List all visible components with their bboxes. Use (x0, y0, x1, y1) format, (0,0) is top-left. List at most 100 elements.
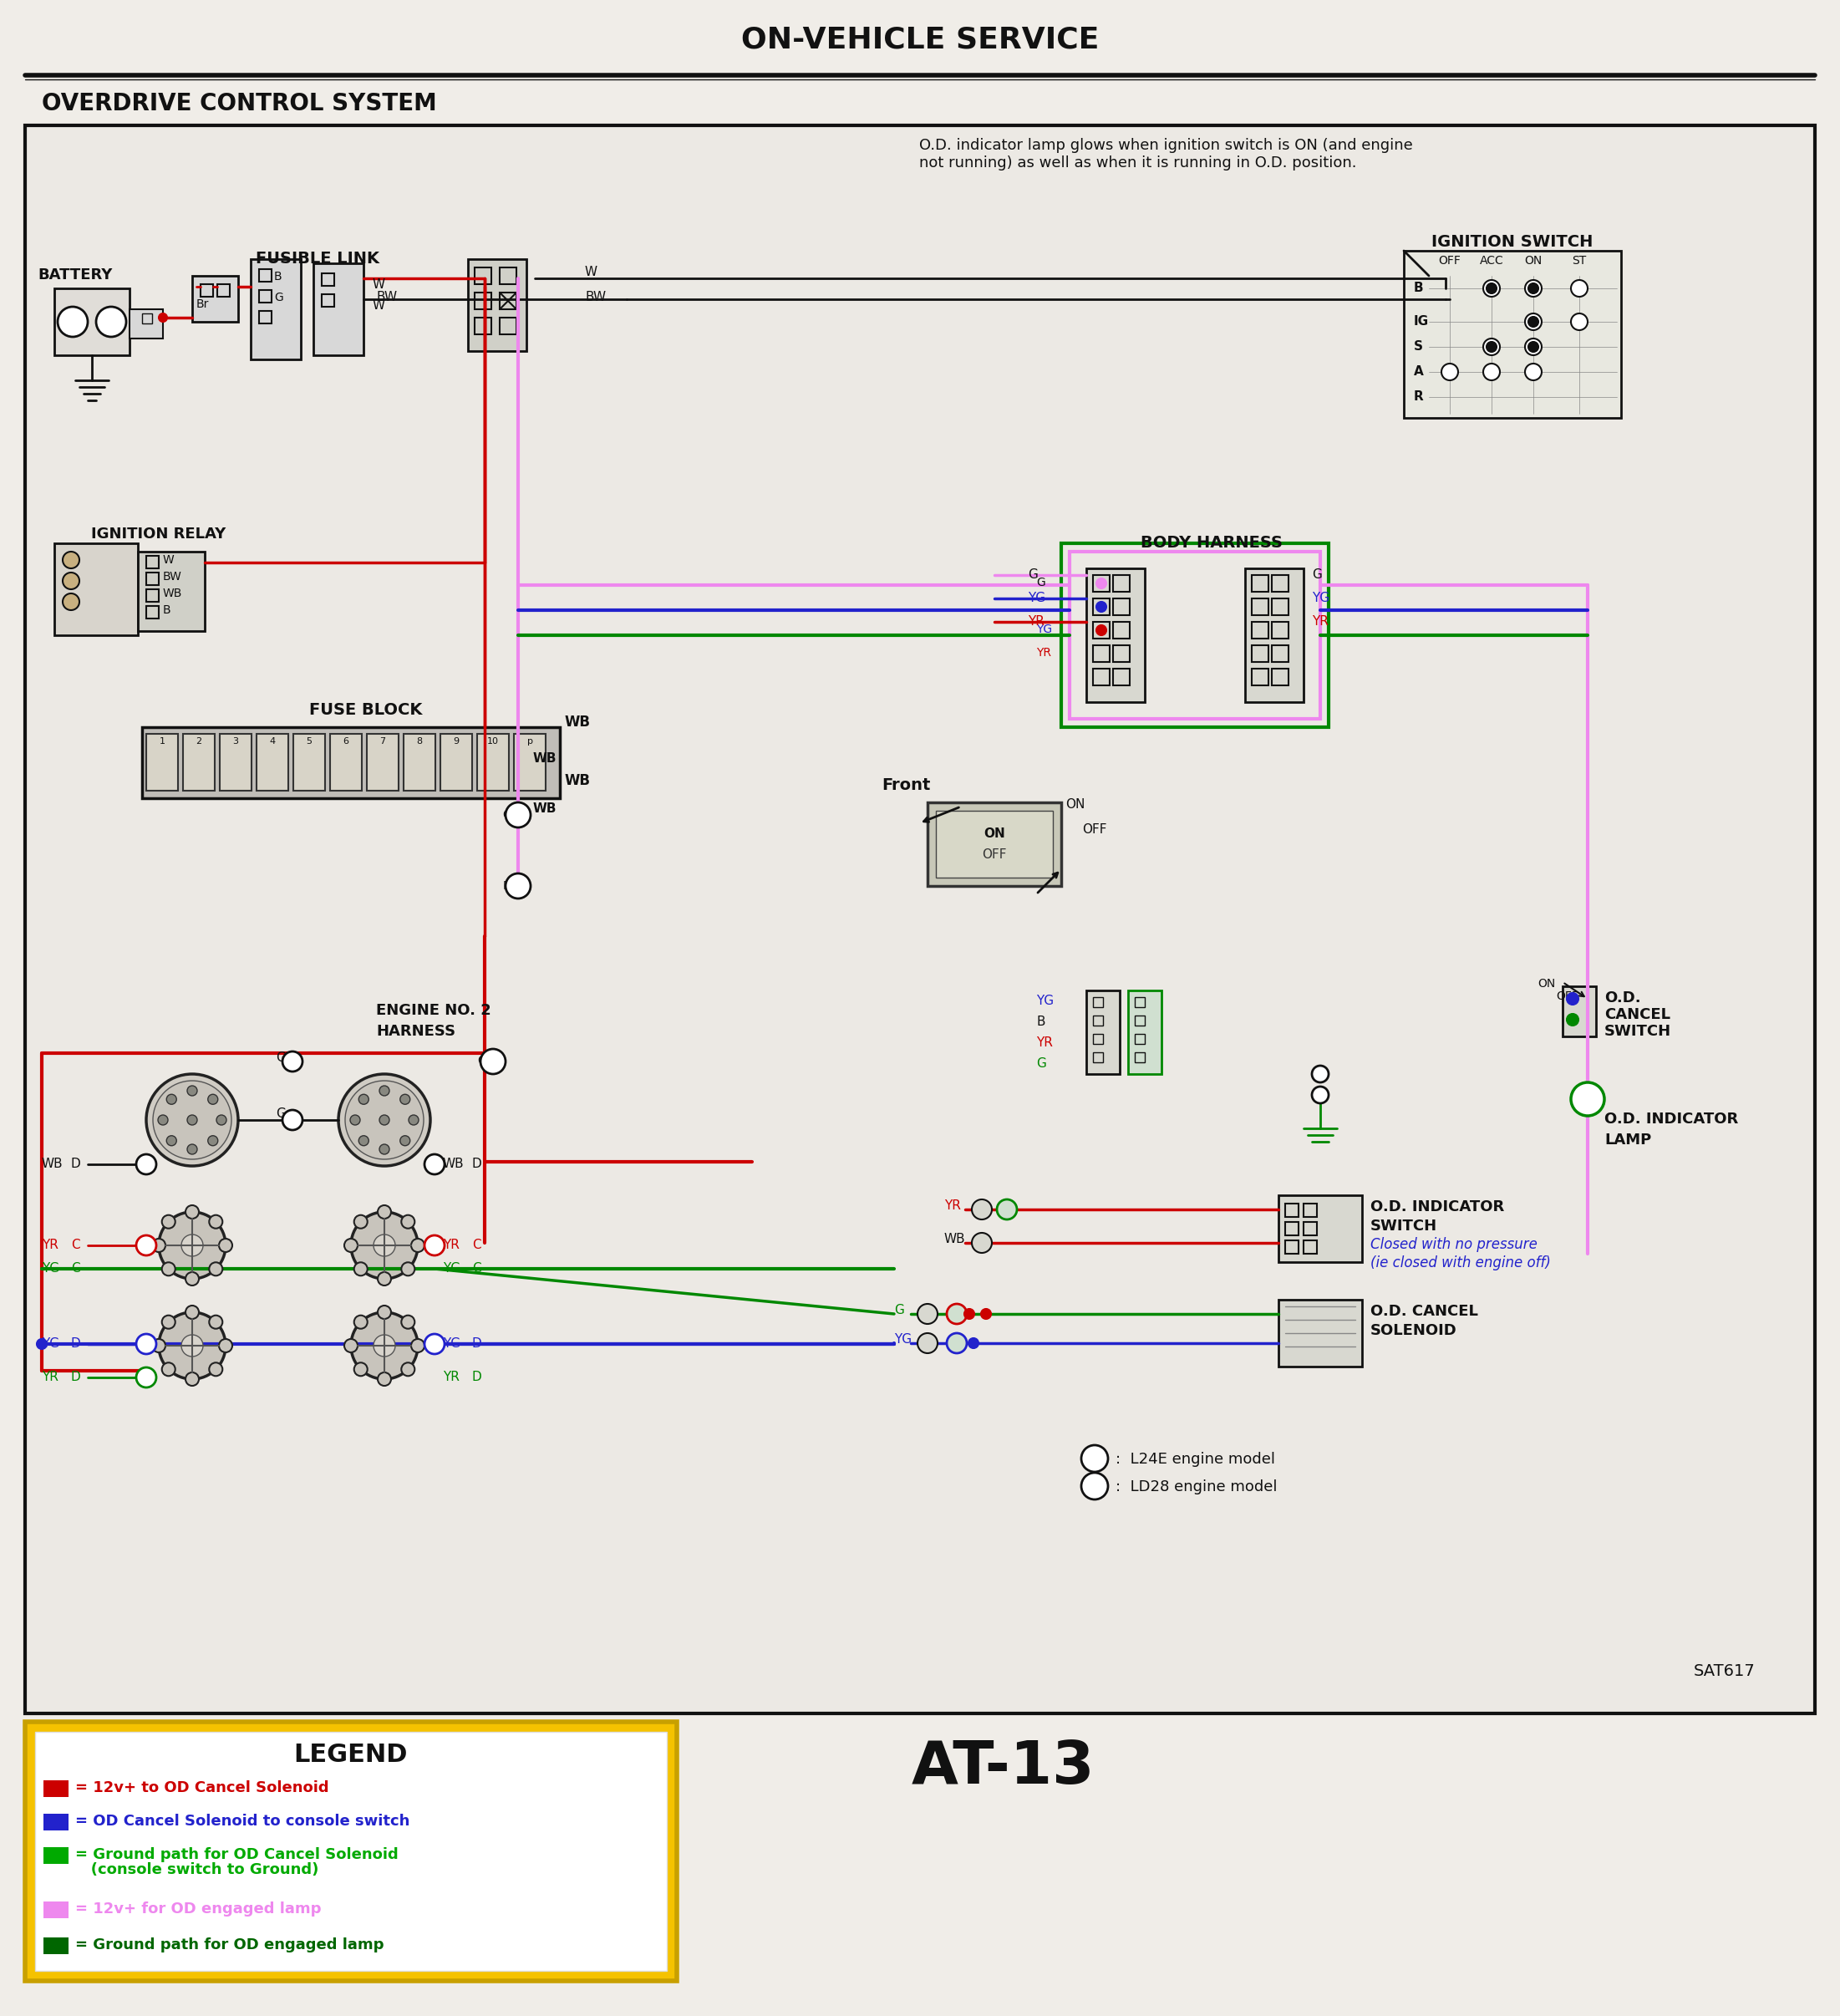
Bar (1251, 669, 1268, 685)
Text: O.D.: O.D. (1604, 990, 1641, 1006)
Text: YG: YG (42, 1262, 59, 1274)
Circle shape (1571, 312, 1588, 331)
Circle shape (96, 306, 127, 337)
Bar (138, 552, 204, 631)
Circle shape (1525, 363, 1542, 381)
Text: ON: ON (984, 827, 1005, 841)
Text: BODY HARNESS: BODY HARNESS (1141, 534, 1282, 550)
Circle shape (408, 1115, 420, 1125)
Bar (145, 556, 158, 569)
Circle shape (63, 593, 79, 611)
Bar (475, 292, 491, 308)
Circle shape (353, 1216, 368, 1228)
Circle shape (401, 1363, 414, 1377)
Text: YR: YR (1312, 615, 1328, 627)
Text: YR: YR (443, 1238, 460, 1252)
Circle shape (399, 1095, 410, 1105)
Text: :  LD28 engine model: : LD28 engine model (1115, 1480, 1277, 1494)
Circle shape (166, 1135, 177, 1145)
Circle shape (377, 1272, 392, 1286)
Text: p: p (526, 738, 534, 746)
Circle shape (210, 1216, 223, 1228)
Text: FUSIBLE LINK: FUSIBLE LINK (256, 250, 379, 266)
Circle shape (1483, 339, 1500, 355)
Text: BATTERY: BATTERY (39, 268, 112, 282)
Circle shape (353, 1314, 368, 1329)
Text: HARNESS: HARNESS (375, 1024, 456, 1038)
Bar (44, 1937, 68, 1954)
Bar (1303, 1204, 1317, 1218)
Text: B: B (1413, 282, 1424, 294)
Circle shape (374, 1234, 396, 1256)
Text: W: W (372, 298, 385, 312)
Text: O.D. CANCEL: O.D. CANCEL (1371, 1304, 1478, 1318)
Bar (1135, 1052, 1144, 1062)
Circle shape (1529, 284, 1538, 294)
Bar (55, 288, 129, 355)
Circle shape (379, 1087, 390, 1097)
Bar (475, 319, 491, 335)
Text: 7: 7 (379, 738, 386, 746)
Circle shape (1566, 1014, 1579, 1026)
Circle shape (145, 1075, 237, 1165)
Circle shape (972, 1200, 992, 1220)
Bar (145, 589, 158, 603)
Bar (1404, 250, 1621, 417)
Text: B: B (1036, 1016, 1045, 1028)
Text: O.D. INDICATOR: O.D. INDICATOR (1371, 1200, 1505, 1214)
Bar (1069, 552, 1321, 720)
Bar (937, 810, 1052, 877)
Bar (322, 294, 335, 306)
Bar (1251, 645, 1268, 661)
Bar (1093, 1016, 1102, 1026)
Text: +: + (99, 317, 116, 333)
Circle shape (1097, 603, 1106, 611)
Circle shape (162, 1216, 175, 1228)
Text: D: D (1089, 1480, 1100, 1492)
Text: FUSE BLOCK: FUSE BLOCK (309, 702, 423, 718)
Bar (322, 274, 335, 286)
Text: YG: YG (894, 1333, 913, 1345)
Circle shape (63, 573, 79, 589)
Circle shape (186, 1272, 199, 1286)
Text: OFF: OFF (983, 849, 1006, 861)
Circle shape (968, 1339, 979, 1349)
Text: LAMP: LAMP (1604, 1133, 1650, 1147)
Bar (477, 734, 510, 790)
Bar (927, 802, 1062, 885)
Text: Pleasanton ET: Pleasanton ET (28, 1964, 175, 1982)
Text: C: C (72, 1238, 79, 1252)
Circle shape (379, 1115, 390, 1125)
Text: Front: Front (881, 778, 931, 792)
Bar (329, 734, 362, 790)
Text: WB: WB (534, 752, 558, 764)
Circle shape (210, 1314, 223, 1329)
Circle shape (57, 306, 88, 337)
Bar (467, 260, 526, 351)
Circle shape (153, 1339, 166, 1353)
Circle shape (379, 1145, 390, 1155)
Text: YG: YG (42, 1337, 59, 1351)
Text: B: B (274, 270, 282, 282)
Text: R: R (1413, 391, 1424, 403)
Text: LEGEND: LEGEND (294, 1742, 408, 1766)
Text: OFF: OFF (1082, 823, 1106, 837)
Bar (256, 734, 289, 790)
Bar (513, 734, 546, 790)
Text: Closed with no pressure: Closed with no pressure (1371, 1238, 1538, 1252)
Text: (console switch to Ground): (console switch to Ground) (75, 1863, 318, 1877)
Text: = Ground path for OD engaged lamp: = Ground path for OD engaged lamp (75, 1937, 385, 1951)
Bar (44, 1901, 68, 1917)
Text: G: G (1029, 569, 1038, 581)
Bar (1128, 990, 1161, 1075)
Text: :  L24E engine model: : L24E engine model (1115, 1452, 1275, 1468)
Circle shape (219, 1238, 232, 1252)
Text: S: S (1413, 341, 1422, 353)
Text: ON: ON (1538, 978, 1555, 990)
Bar (1093, 1052, 1102, 1062)
Text: (ie closed with engine off): (ie closed with engine off) (1371, 1256, 1551, 1270)
Bar (1279, 1195, 1362, 1262)
Circle shape (344, 1238, 357, 1252)
Text: G: G (894, 1304, 903, 1316)
Bar (129, 308, 164, 339)
